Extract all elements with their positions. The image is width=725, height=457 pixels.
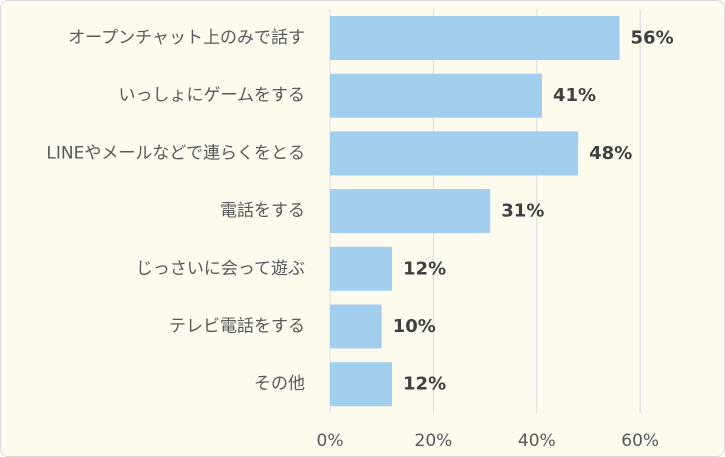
bar-7 — [330, 362, 393, 407]
data-label-4: 31% — [501, 201, 544, 222]
bar-4 — [330, 189, 491, 234]
bar-1 — [330, 16, 620, 60]
bars — [330, 16, 620, 407]
data-label-3: 48% — [589, 143, 632, 164]
x-axis-tick-labels: 0% 20% 40% 60% — [317, 431, 660, 451]
x-tick-label-4: 60% — [621, 431, 659, 451]
category-label-7: その他 — [254, 374, 305, 394]
category-label-6: テレビ電話をする — [169, 317, 305, 337]
category-label-5: じっさいに会って遊ぶ — [136, 259, 305, 279]
bar-5 — [330, 246, 393, 291]
data-label-2: 41% — [553, 85, 596, 106]
data-label-5: 12% — [403, 258, 446, 279]
data-labels: 56% 41% 48% 31% 12% 10% 12% — [393, 28, 674, 395]
x-tick-label-3: 40% — [518, 431, 556, 451]
category-label-4: 電話をする — [220, 201, 305, 221]
x-tick-label-2: 20% — [415, 431, 453, 451]
category-label-2: いっしょにゲームをする — [119, 86, 306, 106]
x-tick-label-1: 0% — [317, 431, 344, 451]
bar-2 — [330, 73, 542, 118]
bar-6 — [330, 304, 382, 349]
data-label-1: 56% — [631, 28, 674, 49]
category-label-1: オープンチャット上のみで話す — [68, 28, 305, 48]
data-label-7: 12% — [403, 374, 446, 395]
bar-3 — [330, 131, 579, 176]
data-label-6: 10% — [393, 316, 436, 337]
category-label-3: LINEやメールなどで連らくをとる — [46, 143, 305, 163]
